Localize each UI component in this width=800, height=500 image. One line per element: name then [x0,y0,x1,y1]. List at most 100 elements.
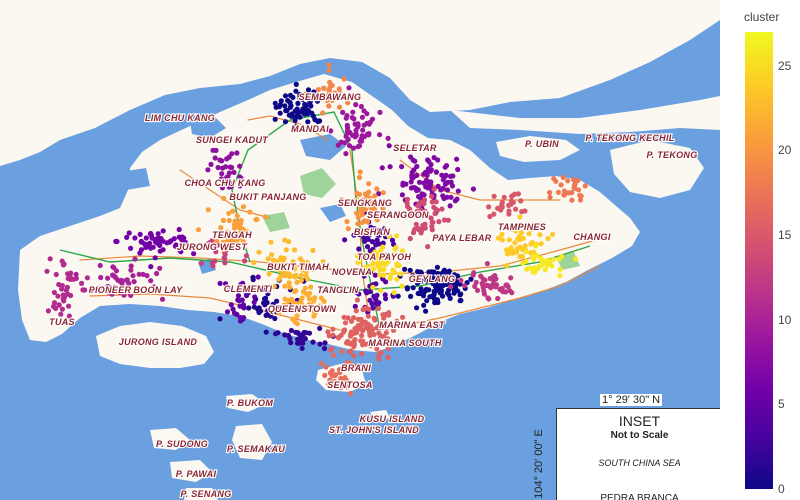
cluster-point[interactable] [487,213,493,220]
cluster-point[interactable] [410,273,416,279]
cluster-point[interactable] [117,278,123,284]
cluster-point[interactable] [292,288,298,295]
cluster-point[interactable] [128,267,134,273]
cluster-point[interactable] [381,266,387,273]
cluster-point[interactable] [98,274,104,281]
cluster-point[interactable] [342,140,348,146]
cluster-point[interactable] [380,312,386,318]
cluster-point[interactable] [282,93,289,99]
cluster-point[interactable] [495,205,501,211]
cluster-point[interactable] [168,238,174,244]
cluster-point[interactable] [237,315,243,321]
cluster-point[interactable] [517,254,523,260]
cluster-point[interactable] [222,260,228,266]
cluster-point[interactable] [478,273,484,279]
cluster-point[interactable] [226,210,232,216]
cluster-point[interactable] [351,116,357,122]
cluster-point[interactable] [555,189,562,195]
cluster-point[interactable] [387,164,393,170]
cluster-point[interactable] [298,277,304,283]
cluster-point[interactable] [357,169,363,175]
cluster-point[interactable] [410,285,416,291]
cluster-point[interactable] [60,292,66,298]
cluster-point[interactable] [59,306,65,312]
cluster-point[interactable] [256,309,262,316]
cluster-point[interactable] [495,235,502,241]
cluster-point[interactable] [352,337,358,343]
cluster-point[interactable] [121,292,127,298]
cluster-point[interactable] [230,241,236,247]
cluster-point[interactable] [444,187,451,193]
cluster-point[interactable] [305,108,312,114]
cluster-point[interactable] [303,269,309,275]
cluster-point[interactable] [508,275,514,281]
cluster-point[interactable] [419,210,425,216]
cluster-point[interactable] [308,103,314,109]
cluster-point[interactable] [292,266,298,272]
cluster-point[interactable] [344,128,350,134]
cluster-point[interactable] [342,320,349,326]
cluster-point[interactable] [287,100,293,106]
cluster-point[interactable] [181,240,187,246]
cluster-point[interactable] [272,315,278,322]
cluster-point[interactable] [292,304,298,310]
cluster-point[interactable] [160,228,166,234]
cluster-point[interactable] [250,274,256,280]
cluster-point[interactable] [310,339,316,345]
cluster-point[interactable] [481,288,487,294]
cluster-point[interactable] [378,324,385,330]
cluster-point[interactable] [390,251,396,257]
cluster-point[interactable] [143,235,149,241]
cluster-point[interactable] [359,332,365,339]
cluster-point[interactable] [238,220,244,226]
cluster-point[interactable] [222,255,228,261]
cluster-point[interactable] [428,215,434,221]
cluster-point[interactable] [63,287,69,293]
cluster-point[interactable] [434,264,440,270]
cluster-point[interactable] [218,176,224,182]
cluster-point[interactable] [366,181,372,187]
cluster-point[interactable] [234,213,240,219]
cluster-point[interactable] [317,325,323,331]
cluster-point[interactable] [506,208,512,214]
cluster-point[interactable] [240,280,246,286]
cluster-point[interactable] [219,171,225,177]
cluster-point[interactable] [322,372,328,378]
cluster-point[interactable] [195,227,202,233]
cluster-point[interactable] [277,110,283,116]
cluster-point[interactable] [276,309,282,316]
cluster-point[interactable] [370,305,376,311]
cluster-point[interactable] [294,313,300,319]
cluster-point[interactable] [522,208,528,214]
cluster-point[interactable] [304,291,310,297]
cluster-point[interactable] [384,324,390,331]
cluster-point[interactable] [360,342,366,348]
cluster-point[interactable] [372,272,378,278]
cluster-point[interactable] [436,236,442,242]
cluster-point[interactable] [339,348,345,354]
cluster-point[interactable] [84,275,90,281]
cluster-point[interactable] [152,255,158,261]
cluster-point[interactable] [561,188,568,194]
cluster-point[interactable] [178,249,184,255]
cluster-point[interactable] [290,316,296,322]
cluster-point[interactable] [569,197,575,203]
cluster-point[interactable] [235,297,241,303]
cluster-point[interactable] [515,236,521,242]
cluster-point[interactable] [378,349,384,356]
cluster-point[interactable] [321,345,328,352]
cluster-point[interactable] [416,279,422,285]
cluster-point[interactable] [287,104,293,110]
cluster-point[interactable] [471,270,477,276]
cluster-point[interactable] [58,311,64,317]
cluster-point[interactable] [473,279,479,285]
cluster-point[interactable] [96,285,102,291]
cluster-point[interactable] [365,263,372,270]
cluster-point[interactable] [551,176,557,182]
cluster-point[interactable] [148,278,154,284]
cluster-point[interactable] [423,286,429,292]
cluster-point[interactable] [376,340,382,346]
cluster-point[interactable] [416,179,423,185]
cluster-point[interactable] [221,195,227,201]
cluster-point[interactable] [200,243,206,249]
